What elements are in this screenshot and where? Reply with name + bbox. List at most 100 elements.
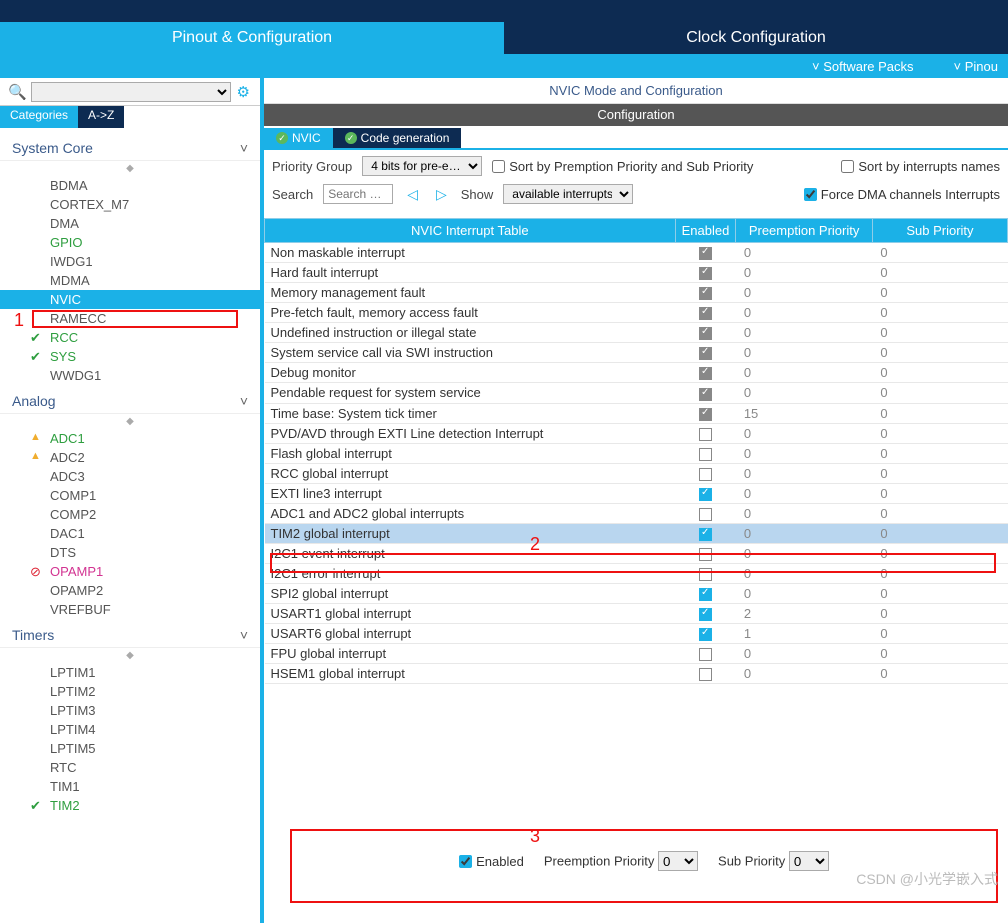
table-row[interactable]: SPI2 global interrupt00 bbox=[265, 584, 1008, 604]
row-enable-check[interactable] bbox=[699, 448, 712, 461]
row-enable-check[interactable] bbox=[699, 508, 712, 521]
row-sub[interactable]: 0 bbox=[872, 343, 1007, 363]
row-preempt[interactable]: 0 bbox=[736, 243, 873, 263]
table-row[interactable]: Pendable request for system service00 bbox=[265, 383, 1008, 403]
row-sub[interactable]: 0 bbox=[872, 584, 1007, 604]
row-sub[interactable]: 0 bbox=[872, 543, 1007, 563]
row-enable-check[interactable] bbox=[699, 307, 712, 320]
search-combo[interactable] bbox=[31, 82, 231, 102]
row-preempt[interactable]: 0 bbox=[736, 363, 873, 383]
show-select[interactable]: available interrupts bbox=[503, 184, 633, 204]
force-dma-check[interactable] bbox=[804, 188, 817, 201]
row-preempt[interactable]: 0 bbox=[736, 443, 873, 463]
table-row[interactable]: I2C1 error interrupt00 bbox=[265, 564, 1008, 584]
table-row[interactable]: I2C1 event interrupt00 bbox=[265, 543, 1008, 563]
row-sub[interactable]: 0 bbox=[872, 604, 1007, 624]
tree-item-lptim3[interactable]: LPTIM3 bbox=[0, 701, 260, 720]
search-prev-icon[interactable]: ◁ bbox=[403, 186, 422, 203]
tree-item-comp1[interactable]: COMP1 bbox=[0, 486, 260, 505]
row-sub[interactable]: 0 bbox=[872, 463, 1007, 483]
table-row[interactable]: PVD/AVD through EXTI Line detection Inte… bbox=[265, 423, 1008, 443]
row-sub[interactable]: 0 bbox=[872, 283, 1007, 303]
th-enabled[interactable]: Enabled bbox=[675, 219, 736, 243]
table-row[interactable]: FPU global interrupt00 bbox=[265, 644, 1008, 664]
table-row[interactable]: USART6 global interrupt10 bbox=[265, 624, 1008, 644]
row-sub[interactable]: 0 bbox=[872, 503, 1007, 523]
table-row[interactable]: Hard fault interrupt00 bbox=[265, 263, 1008, 283]
row-enable-check[interactable] bbox=[699, 528, 712, 541]
bottom-sub-select[interactable]: 0 bbox=[789, 851, 829, 871]
row-sub[interactable]: 0 bbox=[872, 624, 1007, 644]
row-enable-check[interactable] bbox=[699, 388, 712, 401]
tree-item-adc3[interactable]: ADC3 bbox=[0, 467, 260, 486]
tree-item-adc2[interactable]: ADC2 bbox=[0, 448, 260, 467]
row-sub[interactable]: 0 bbox=[872, 443, 1007, 463]
tree-item-tim2[interactable]: TIM2 bbox=[0, 796, 260, 815]
tree-item-adc1[interactable]: ADC1 bbox=[0, 429, 260, 448]
table-row[interactable]: EXTI line3 interrupt00 bbox=[265, 483, 1008, 503]
sort-priority-check[interactable] bbox=[492, 160, 505, 173]
row-sub[interactable]: 0 bbox=[872, 523, 1007, 543]
tree-item-lptim5[interactable]: LPTIM5 bbox=[0, 739, 260, 758]
table-row[interactable]: Time base: System tick timer150 bbox=[265, 403, 1008, 423]
row-sub[interactable]: 0 bbox=[872, 263, 1007, 283]
group-timers[interactable]: Timers˅ bbox=[0, 619, 260, 648]
row-sub[interactable]: 0 bbox=[872, 303, 1007, 323]
row-enable-check[interactable] bbox=[699, 568, 712, 581]
tree-item-cortex_m7[interactable]: CORTEX_M7 bbox=[0, 195, 260, 214]
tree-item-sys[interactable]: SYS bbox=[0, 347, 260, 366]
row-preempt[interactable]: 15 bbox=[736, 403, 873, 423]
row-preempt[interactable]: 0 bbox=[736, 423, 873, 443]
row-preempt[interactable]: 1 bbox=[736, 624, 873, 644]
row-sub[interactable]: 0 bbox=[872, 383, 1007, 403]
row-preempt[interactable]: 0 bbox=[736, 303, 873, 323]
row-enable-check[interactable] bbox=[699, 287, 712, 300]
tree-item-dma[interactable]: DMA bbox=[0, 214, 260, 233]
row-preempt[interactable]: 0 bbox=[736, 644, 873, 664]
group-analog[interactable]: Analog˅ bbox=[0, 385, 260, 414]
sort-icon[interactable]: ◆ bbox=[0, 161, 260, 176]
row-preempt[interactable]: 0 bbox=[736, 323, 873, 343]
tree-item-wwdg1[interactable]: WWDG1 bbox=[0, 366, 260, 385]
row-preempt[interactable]: 0 bbox=[736, 483, 873, 503]
row-enable-check[interactable] bbox=[699, 628, 712, 641]
sort-names-check[interactable] bbox=[841, 160, 854, 173]
th-name[interactable]: NVIC Interrupt Table bbox=[265, 219, 676, 243]
tree-item-opamp2[interactable]: OPAMP2 bbox=[0, 581, 260, 600]
sort-icon[interactable]: ◆ bbox=[0, 414, 260, 429]
row-sub[interactable]: 0 bbox=[872, 564, 1007, 584]
tree-item-nvic[interactable]: NVIC bbox=[0, 290, 260, 309]
tree-item-opamp1[interactable]: OPAMP1 bbox=[0, 562, 260, 581]
table-row[interactable]: TIM2 global interrupt00 bbox=[265, 523, 1008, 543]
row-enable-check[interactable] bbox=[699, 468, 712, 481]
row-preempt[interactable]: 0 bbox=[736, 564, 873, 584]
tab-pinout[interactable]: Pinout & Configuration bbox=[0, 22, 504, 54]
bottom-enabled-check[interactable] bbox=[459, 855, 472, 868]
tree-item-rcc[interactable]: RCC bbox=[0, 328, 260, 347]
row-enable-check[interactable] bbox=[699, 488, 712, 501]
tree-item-lptim1[interactable]: LPTIM1 bbox=[0, 663, 260, 682]
row-preempt[interactable]: 0 bbox=[736, 523, 873, 543]
row-enable-check[interactable] bbox=[699, 648, 712, 661]
row-enable-check[interactable] bbox=[699, 247, 712, 260]
row-enable-check[interactable] bbox=[699, 267, 712, 280]
table-row[interactable]: Undefined instruction or illegal state00 bbox=[265, 323, 1008, 343]
row-sub[interactable]: 0 bbox=[872, 243, 1007, 263]
table-row[interactable]: Flash global interrupt00 bbox=[265, 443, 1008, 463]
search-icon[interactable]: 🔍 bbox=[4, 83, 31, 101]
priority-group-select[interactable]: 4 bits for pre-e… bbox=[362, 156, 482, 176]
table-row[interactable]: HSEM1 global interrupt00 bbox=[265, 664, 1008, 684]
th-sub[interactable]: Sub Priority bbox=[872, 219, 1007, 243]
table-row[interactable]: Non maskable interrupt00 bbox=[265, 243, 1008, 263]
tree-item-comp2[interactable]: COMP2 bbox=[0, 505, 260, 524]
th-preempt[interactable]: Preemption Priority bbox=[736, 219, 873, 243]
tree-item-lptim4[interactable]: LPTIM4 bbox=[0, 720, 260, 739]
tree-item-ramecc[interactable]: RAMECC bbox=[0, 309, 260, 328]
row-preempt[interactable]: 0 bbox=[736, 503, 873, 523]
row-preempt[interactable]: 0 bbox=[736, 263, 873, 283]
table-row[interactable]: Pre-fetch fault, memory access fault00 bbox=[265, 303, 1008, 323]
search-next-icon[interactable]: ▷ bbox=[432, 186, 451, 203]
tree-item-tim1[interactable]: TIM1 bbox=[0, 777, 260, 796]
row-enable-check[interactable] bbox=[699, 327, 712, 340]
row-preempt[interactable]: 0 bbox=[736, 343, 873, 363]
